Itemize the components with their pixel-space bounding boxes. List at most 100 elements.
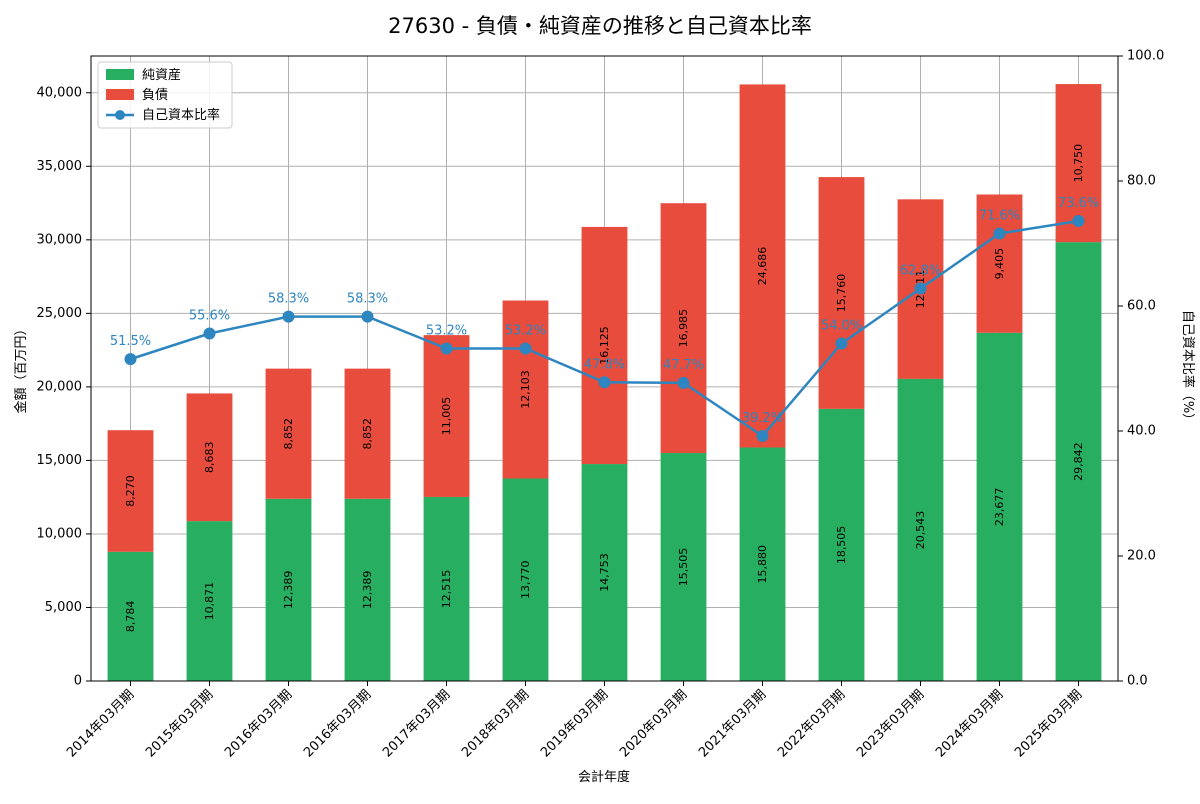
equity-bar [344, 498, 391, 681]
liability-value-label: 8,852 [282, 418, 295, 450]
equity-bar [660, 452, 707, 681]
liability-value-label: 11,005 [440, 397, 453, 436]
equity-bar [897, 378, 944, 681]
liability-value-label: 16,985 [677, 309, 690, 348]
x-tick-label: 2021年03月期 [696, 687, 769, 760]
ratio-point [282, 310, 295, 323]
liability-value-label: 10,750 [1072, 144, 1085, 183]
y-tick-label: 20,000 [37, 379, 83, 394]
equity-value-label: 15,505 [677, 548, 690, 587]
ratio-point [1072, 215, 1085, 227]
equity-value-label: 13,770 [519, 561, 532, 600]
ratio-point [993, 227, 1006, 240]
y-tick-label: 30,000 [37, 232, 83, 247]
y-tick-label: 10,000 [37, 526, 83, 541]
liability-value-label: 8,852 [361, 418, 374, 450]
equity-bar [818, 408, 865, 681]
x-tick-label: 2014年03月期 [64, 687, 137, 760]
legend-swatch-ratio-marker [115, 110, 125, 120]
ratio-value-label: 47.7% [663, 358, 704, 373]
y-tick-label: 40,000 [37, 85, 83, 100]
ratio-point [835, 337, 848, 350]
legend-swatch-liability [106, 89, 134, 100]
equity-bar [976, 332, 1023, 681]
equity-value-label: 12,389 [361, 571, 374, 610]
equity-bar [581, 464, 628, 681]
y-tick-label: 25,000 [37, 306, 83, 321]
equity-bar [423, 496, 470, 681]
liability-bar [581, 226, 628, 465]
equity-bar [107, 551, 154, 681]
liability-value-label: 16,125 [598, 326, 611, 365]
liability-value-label: 9,405 [993, 248, 1006, 280]
ratio-point [203, 327, 216, 340]
x-tick-label: 2016年03月期 [301, 687, 374, 760]
ratio-value-label: 54.0% [821, 319, 862, 334]
equity-value-label: 23,677 [993, 488, 1006, 527]
ratio-value-label: 55.6% [189, 309, 230, 324]
x-tick-label: 2024年03月期 [933, 687, 1006, 760]
liability-bar [186, 393, 233, 522]
x-tick-label: 2020年03月期 [617, 687, 690, 760]
legend-label-equity: 純資産 [142, 67, 181, 83]
x-tick-label: 2015年03月期 [143, 687, 216, 760]
y2-tick-label: 20.0 [1127, 549, 1156, 564]
liability-value-label: 8,270 [124, 475, 137, 507]
x-tick-label: 2023年03月期 [854, 687, 927, 760]
equity-bar [186, 521, 233, 681]
ratio-value-label: 71.6% [979, 209, 1020, 224]
equity-value-label: 10,871 [203, 582, 216, 621]
ratio-value-label: 39.2% [742, 411, 783, 426]
y2-tick-label: 40.0 [1127, 424, 1156, 439]
liability-bar [976, 194, 1023, 333]
liability-value-label: 15,760 [835, 274, 848, 313]
y-axis-title: 金額（百万円） [13, 322, 29, 413]
ratio-value-label: 58.3% [347, 292, 388, 307]
ratio-value-label: 53.2% [426, 324, 467, 339]
ratio-point [361, 310, 374, 323]
liability-bar [265, 368, 312, 499]
liability-value-label: 12,103 [519, 370, 532, 409]
liability-bar [423, 335, 470, 497]
equity-value-label: 8,784 [124, 601, 137, 633]
ratio-value-label: 47.8% [584, 357, 625, 372]
y-tick-label: 35,000 [37, 159, 83, 174]
ratio-value-label: 58.3% [268, 292, 309, 307]
equity-bar [739, 447, 786, 681]
ratio-point [677, 376, 690, 389]
ratio-value-label: 62.8% [900, 264, 941, 279]
x-tick-label: 2016年03月期 [222, 687, 295, 760]
y2-tick-label: 60.0 [1127, 299, 1156, 314]
liability-bar [344, 368, 391, 499]
equity-value-label: 20,543 [914, 511, 927, 550]
liability-bar [660, 203, 707, 453]
ratio-point [756, 430, 769, 442]
y2-tick-label: 100.0 [1127, 49, 1164, 64]
equity-value-label: 29,842 [1072, 442, 1085, 481]
x-tick-label: 2022年03月期 [775, 687, 848, 760]
legend-swatch-equity [106, 69, 134, 80]
x-tick-label: 2017年03月期 [380, 687, 453, 760]
y-tick-label: 15,000 [37, 453, 83, 468]
y-tick-label: 0 [74, 674, 82, 689]
ratio-point [519, 342, 532, 355]
equity-value-label: 15,880 [756, 545, 769, 584]
y2-tick-label: 80.0 [1127, 174, 1156, 189]
liability-value-label: 8,683 [203, 442, 216, 474]
legend-label-liability: 負債 [142, 88, 168, 103]
x-tick-label: 2018年03月期 [459, 687, 532, 760]
equity-bar [1055, 242, 1102, 681]
liability-bar [107, 430, 154, 552]
y2-tick-label: 0.0 [1127, 674, 1148, 689]
chart-title: 27630 - 負債・純資産の推移と自己資本比率 [388, 14, 812, 38]
liability-bar [739, 84, 786, 448]
equity-value-label: 12,515 [440, 570, 453, 609]
ratio-point [914, 282, 927, 295]
x-tick-label: 2025年03月期 [1012, 687, 1085, 760]
y2-axis-title: 自己資本比率（%） [1180, 310, 1196, 426]
x-tick-label: 2019年03月期 [538, 687, 611, 760]
legend-label-ratio: 自己資本比率 [142, 107, 220, 123]
x-axis-title: 会計年度 [578, 769, 630, 785]
